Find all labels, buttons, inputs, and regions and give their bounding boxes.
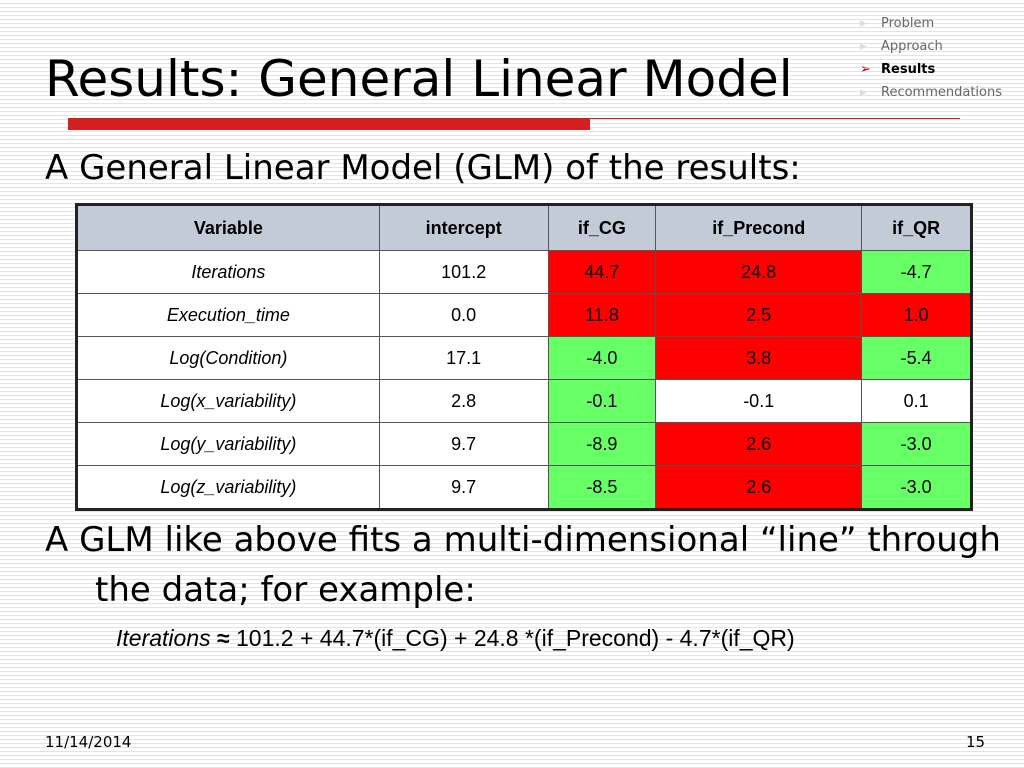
table-cell: 2.8	[378, 379, 549, 423]
table-cell: 1.0	[861, 293, 972, 337]
table-cell: 44.7	[547, 250, 657, 294]
table-cell: 2.5	[655, 293, 863, 337]
table-cell: -3.0	[861, 465, 972, 510]
row-label: Execution_time	[76, 293, 380, 337]
table-cell: -3.0	[861, 422, 972, 466]
table-cell: -8.5	[547, 465, 657, 510]
table-cell: 24.8	[655, 250, 863, 294]
equation-lhs: Iterations	[116, 625, 211, 651]
header-cell: if_Precond	[655, 204, 863, 251]
table-cell: 3.8	[655, 336, 863, 380]
header-row: Variable intercept if_CG if_Precond if_QR	[76, 204, 972, 251]
equation: Iterations ≈ 101.2 + 44.7*(if_CG) + 24.8…	[116, 625, 795, 652]
table-row: Log(z_variability) 9.7 -8.5 2.6 -3.0	[76, 465, 972, 510]
table-cell: 101.2	[378, 250, 549, 294]
footer-date: 11/14/2014	[45, 733, 132, 751]
table-cell: -0.1	[655, 379, 863, 423]
table-cell: 2.6	[655, 465, 863, 510]
table-row: Log(Condition) 17.1 -4.0 3.8 -5.4	[76, 336, 972, 380]
table-cell: -8.9	[547, 422, 657, 466]
table-row: Log(x_variability) 2.8 -0.1 -0.1 0.1	[76, 379, 972, 423]
table-cell: -4.0	[547, 336, 657, 380]
table-cell: 0.1	[861, 379, 972, 423]
header-cell: if_QR	[861, 204, 972, 251]
header-cell: intercept	[378, 204, 549, 251]
table-cell: -4.7	[861, 250, 972, 294]
table-cell: 2.6	[655, 422, 863, 466]
equation-rhs: 101.2 + 44.7*(if_CG) + 24.8 *(if_Precond…	[236, 625, 795, 651]
slide-title: Results: General Linear Model	[45, 50, 793, 108]
row-label: Log(y_variability)	[76, 422, 380, 466]
row-label: Iterations	[76, 250, 380, 294]
header-cell: Variable	[76, 204, 380, 251]
table-cell: 11.8	[547, 293, 657, 337]
equation-symbol: ≈	[217, 625, 230, 651]
table-cell: -5.4	[861, 336, 972, 380]
row-label: Log(Condition)	[76, 336, 380, 380]
nav-item: Recommendations	[858, 81, 1002, 104]
table-row: Execution_time 0.0 11.8 2.5 1.0	[76, 293, 972, 337]
table-row: Iterations 101.2 44.7 24.8 -4.7	[76, 250, 972, 294]
page-number: 15	[966, 733, 986, 751]
header-cell: if_CG	[547, 204, 657, 251]
intro-text: A General Linear Model (GLM) of the resu…	[45, 148, 801, 188]
glm-table: Variable intercept if_CG if_Precond if_QR Ite…	[75, 203, 973, 511]
table-cell: 9.7	[378, 422, 549, 466]
explanation-text: A GLM like above fits a multi-dimensiona…	[45, 520, 1001, 610]
nav-item: Approach	[858, 35, 1002, 58]
title-rule	[590, 118, 960, 119]
nav-item: Problem	[858, 12, 1002, 35]
row-label: Log(x_variability)	[76, 379, 380, 423]
table-cell: 17.1	[378, 336, 549, 380]
nav-item: Results	[858, 58, 1002, 81]
title-bar	[68, 118, 590, 130]
table-cell: -0.1	[547, 379, 657, 423]
table-cell: 0.0	[378, 293, 549, 337]
table-row: Log(y_variability) 9.7 -8.9 2.6 -3.0	[76, 422, 972, 466]
table-cell: 9.7	[378, 465, 549, 510]
row-label: Log(z_variability)	[76, 465, 380, 510]
section-nav: ProblemApproachResultsRecommendations	[858, 12, 1002, 104]
